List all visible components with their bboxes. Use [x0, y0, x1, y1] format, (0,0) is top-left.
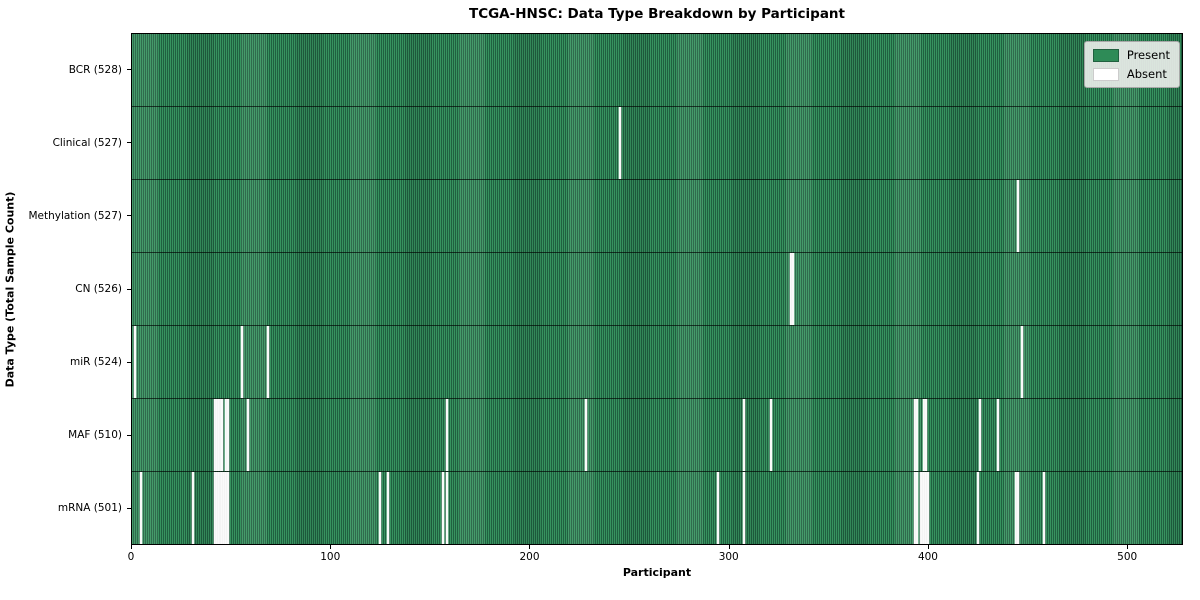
absent-mark	[1016, 472, 1019, 544]
heatmap-row-mir	[132, 325, 1182, 398]
absent-mark	[919, 472, 922, 544]
absent-mark	[225, 399, 228, 471]
absent-mark	[217, 399, 220, 471]
absent-mark	[923, 399, 926, 471]
absent-mark	[925, 399, 928, 471]
absent-mark	[378, 472, 381, 544]
y-tick-label-bcr: BCR (528)	[68, 63, 122, 76]
heatmap-row-clinical	[132, 106, 1182, 179]
absent-mark	[386, 472, 389, 544]
legend: Present Absent	[1083, 41, 1180, 88]
absent-mark	[1042, 472, 1045, 544]
absent-mark	[221, 399, 224, 471]
absent-mark	[133, 326, 136, 398]
x-axis-label: Participant	[622, 566, 692, 579]
x-tick-label-100: 100	[320, 551, 341, 563]
legend-absent-label: Absent	[1126, 67, 1167, 81]
absent-mark	[915, 399, 918, 471]
absent-mark	[977, 472, 980, 544]
absent-mark	[770, 399, 773, 471]
y-tick-mark	[127, 361, 131, 363]
absent-mark	[221, 472, 224, 544]
y-tick-label-methylation: Methylation (527)	[28, 209, 122, 222]
absent-mark	[790, 253, 793, 325]
x-tick-label-0: 0	[127, 551, 135, 563]
absent-mark	[191, 472, 194, 544]
absent-mark	[742, 399, 745, 471]
absent-mark	[1014, 472, 1017, 544]
absent-mark	[215, 472, 218, 544]
absent-mark	[446, 399, 449, 471]
x-tick-mark	[927, 545, 929, 549]
heatmap-row-maf	[132, 398, 1182, 471]
heatmap-row-bcr	[132, 34, 1182, 106]
legend-present-swatch	[1092, 48, 1119, 62]
heatmap-row-mrna	[132, 471, 1182, 544]
y-tick-mark	[127, 215, 131, 217]
absent-mark	[925, 472, 928, 544]
absent-mark	[923, 472, 926, 544]
legend-present-label: Present	[1126, 48, 1170, 62]
absent-mark	[619, 107, 622, 179]
absent-mark	[792, 253, 795, 325]
chart-title: TCGA-HNSC: Data Type Breakdown by Partic…	[468, 6, 845, 22]
absent-mark	[267, 326, 270, 398]
absent-mark	[1020, 326, 1023, 398]
plot-area: Present Absent	[131, 33, 1183, 545]
absent-mark	[927, 472, 930, 544]
y-tick-label-cn: CN (526)	[75, 283, 122, 295]
x-tick-mark	[529, 545, 531, 549]
y-tick-label-mrna: mRNA (501)	[57, 502, 122, 515]
absent-mark	[247, 399, 250, 471]
absent-mark	[219, 472, 222, 544]
y-tick-mark	[127, 507, 131, 509]
heatmap-row-methylation	[132, 179, 1182, 252]
absent-mark	[913, 472, 916, 544]
y-tick-mark	[127, 69, 131, 71]
heatmap-row-cn	[132, 252, 1182, 325]
absent-mark	[585, 399, 588, 471]
absent-mark	[241, 326, 244, 398]
y-tick-mark	[127, 434, 131, 436]
absent-mark	[742, 472, 745, 544]
y-tick-label-maf: MAF (510)	[68, 429, 122, 442]
absent-mark	[1016, 180, 1019, 252]
x-tick-label-400: 400	[917, 551, 938, 563]
absent-mark	[979, 399, 982, 471]
absent-mark	[217, 472, 220, 544]
absent-mark	[215, 399, 218, 471]
absent-mark	[213, 472, 216, 544]
absent-mark	[921, 472, 924, 544]
absent-mark	[913, 399, 916, 471]
x-tick-label-500: 500	[1117, 551, 1138, 563]
absent-mark	[227, 399, 230, 471]
y-tick-label-mir: miR (524)	[69, 356, 122, 369]
absent-mark	[227, 472, 230, 544]
absent-mark	[219, 399, 222, 471]
x-tick-mark	[1127, 545, 1129, 549]
x-tick-label-200: 200	[519, 551, 540, 563]
x-tick-label-300: 300	[718, 551, 739, 563]
absent-mark	[915, 472, 918, 544]
absent-mark	[446, 472, 449, 544]
absent-mark	[716, 472, 719, 544]
y-tick-label-clinical: Clinical (527)	[52, 136, 122, 149]
absent-mark	[213, 399, 216, 471]
absent-mark	[997, 399, 1000, 471]
x-tick-mark	[330, 545, 332, 549]
absent-mark	[139, 472, 142, 544]
absent-mark	[442, 472, 445, 544]
legend-entry-present: Present	[1092, 48, 1170, 62]
absent-mark	[223, 472, 226, 544]
y-tick-mark	[127, 142, 131, 144]
x-tick-mark	[728, 545, 730, 549]
y-tick-mark	[127, 288, 131, 290]
legend-entry-absent: Absent	[1092, 67, 1170, 81]
x-tick-mark	[131, 545, 132, 549]
legend-absent-swatch	[1092, 67, 1119, 81]
absent-mark	[225, 472, 228, 544]
